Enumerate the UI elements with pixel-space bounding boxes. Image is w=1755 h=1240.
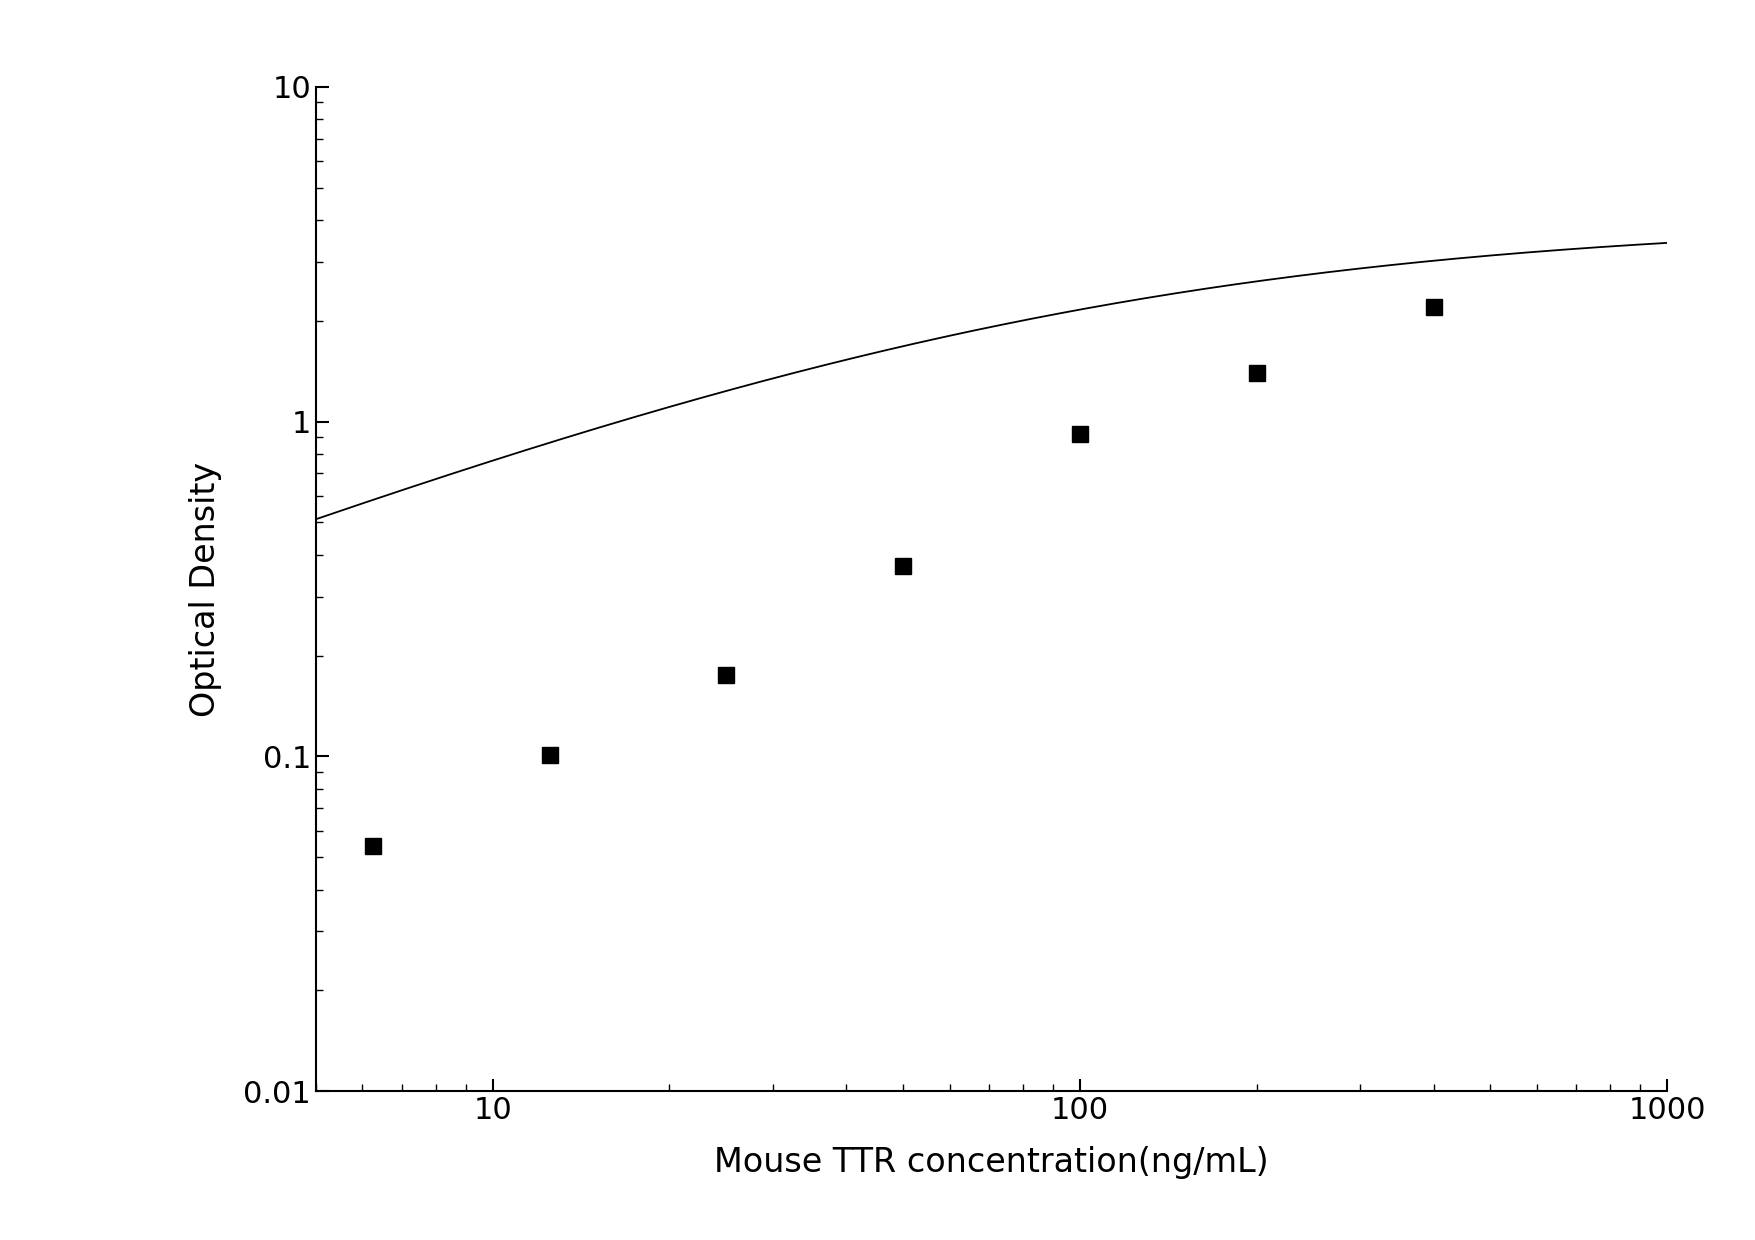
X-axis label: Mouse TTR concentration(ng/mL): Mouse TTR concentration(ng/mL) xyxy=(714,1146,1269,1179)
Y-axis label: Optical Density: Optical Density xyxy=(190,461,223,717)
